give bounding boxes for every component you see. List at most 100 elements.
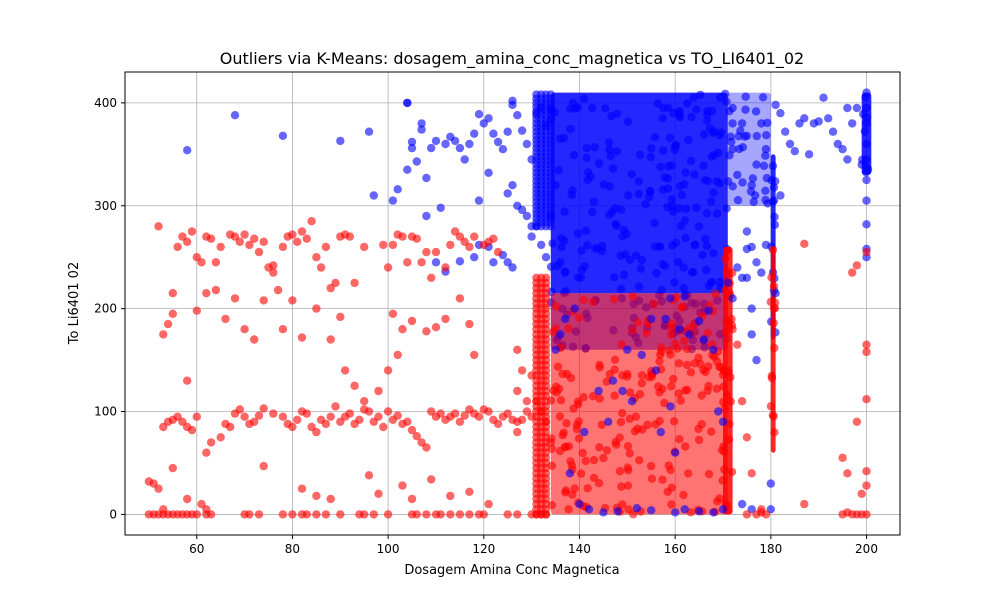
inlier-point [838, 145, 847, 154]
inlier-point [709, 345, 718, 354]
inlier-point [527, 232, 536, 241]
outlier-point [527, 371, 536, 380]
inlier-point [616, 205, 626, 214]
outlier-point [211, 258, 221, 267]
outlier-point [770, 304, 780, 313]
outlier-point [427, 475, 436, 484]
inlier-point [685, 330, 694, 339]
outlier-point [686, 368, 696, 377]
inlier-point [588, 207, 597, 217]
inlier-point [594, 386, 603, 396]
outlier-point [719, 382, 728, 391]
inlier-point [682, 204, 691, 214]
inlier-point [470, 129, 479, 138]
inlier-point [460, 155, 469, 164]
x-tick-label: 60 [189, 542, 204, 556]
inlier-point [862, 113, 872, 122]
outlier-point [684, 469, 693, 478]
outlier-point [221, 314, 230, 324]
inlier-point [769, 196, 779, 205]
inlier-point [636, 150, 645, 160]
inlier-point [546, 211, 555, 221]
outlier-point [513, 510, 522, 519]
outlier-point [625, 449, 634, 458]
outlier-point [727, 467, 737, 477]
outlier-point [769, 318, 778, 328]
outlier-point [857, 489, 866, 498]
inlier-point [715, 179, 724, 188]
inlier-point [747, 181, 756, 190]
inlier-point [679, 263, 688, 272]
outlier-point [623, 481, 633, 490]
inlier-point [560, 236, 569, 245]
outlier-point [422, 247, 431, 257]
outlier-point [637, 371, 647, 380]
outlier-point [747, 469, 756, 478]
inlier-point [684, 135, 693, 145]
outlier-point [574, 313, 584, 322]
outlier-point [589, 473, 599, 482]
inlier-point [556, 258, 565, 267]
outlier-dense-region [723, 246, 733, 515]
inlier-point [412, 157, 421, 166]
inlier-point [722, 97, 731, 106]
outlier-point [742, 433, 752, 442]
outlier-point [336, 312, 345, 322]
inlier-point [653, 99, 663, 108]
outlier-point [427, 273, 436, 282]
inlier-point [607, 111, 616, 121]
inlier-point [566, 124, 575, 134]
inlier-point [625, 255, 634, 265]
inlier-point [586, 172, 595, 181]
outlier-point [302, 409, 311, 418]
inlier-point [560, 268, 570, 277]
outlier-point [722, 246, 732, 255]
inlier-point [636, 264, 645, 273]
inlier-point [680, 505, 689, 514]
outlier-point [216, 433, 225, 442]
inlier-point [656, 427, 665, 437]
inlier-point [278, 131, 288, 140]
inlier-point [728, 119, 737, 128]
inlier-point [422, 173, 431, 183]
outlier-point [633, 318, 643, 327]
inlier-point [701, 265, 711, 275]
inlier-point [742, 227, 752, 236]
outlier-point [594, 479, 604, 488]
outlier-point [566, 373, 576, 383]
inlier-point [728, 103, 737, 113]
outlier-point [581, 456, 590, 466]
outlier-point [611, 437, 620, 447]
inlier-point [702, 116, 712, 125]
inlier-point [608, 164, 618, 173]
outlier-point [623, 442, 633, 451]
outlier-point [556, 396, 566, 405]
outlier-point [407, 425, 417, 435]
inlier-point [647, 314, 656, 324]
inlier-point [569, 151, 579, 160]
inlier-point [403, 98, 412, 108]
inlier-point [675, 325, 685, 334]
inlier-point [663, 184, 673, 193]
inlier-point [702, 209, 712, 218]
inlier-point [716, 93, 725, 102]
outlier-point [770, 343, 779, 353]
outlier-point [742, 510, 752, 519]
inlier-point [634, 189, 643, 199]
inlier-point [645, 192, 654, 201]
inlier-point [757, 268, 766, 277]
outlier-point [422, 510, 431, 519]
inlier-point [699, 130, 709, 139]
outlier-point [644, 373, 653, 382]
outlier-point [677, 303, 686, 312]
inlier-point [703, 106, 712, 116]
outlier-point [235, 237, 244, 246]
inlier-point [627, 170, 636, 179]
inlier-point [436, 203, 445, 212]
inlier-point [599, 508, 608, 517]
outlier-point [412, 432, 421, 441]
inlier-point [670, 141, 680, 151]
outlier-point [235, 405, 244, 414]
inlier-point [790, 147, 799, 156]
inlier-point [770, 212, 779, 222]
